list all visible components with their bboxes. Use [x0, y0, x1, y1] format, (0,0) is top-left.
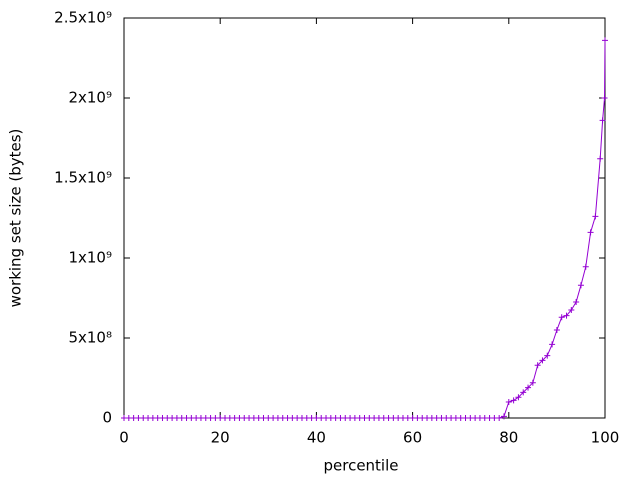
point-marker	[549, 341, 556, 348]
y-tick-label: 0	[102, 409, 112, 427]
point-marker	[510, 397, 517, 404]
point-marker	[582, 263, 589, 270]
point-marker	[525, 384, 532, 391]
point-marker	[602, 37, 608, 44]
y-tick-label: 1x10⁹	[68, 249, 112, 267]
point-marker	[539, 357, 546, 364]
x-tick-label: 0	[119, 429, 129, 447]
point-marker	[568, 307, 575, 313]
x-tick-label: 20	[211, 429, 230, 447]
point-marker	[558, 314, 565, 321]
point-marker	[587, 229, 594, 236]
point-marker	[544, 352, 551, 359]
point-marker	[529, 379, 536, 386]
point-marker	[534, 362, 541, 369]
point-marker	[496, 415, 503, 421]
y-tick-label: 2x10⁹	[68, 89, 112, 107]
x-tick-label: 80	[499, 429, 518, 447]
x-tick-label: 60	[403, 429, 422, 447]
data-line	[124, 40, 606, 419]
x-axis-label: percentile	[323, 457, 398, 475]
point-marker	[592, 213, 599, 220]
point-marker	[520, 389, 527, 396]
point-marker	[505, 399, 512, 405]
point-marker	[573, 299, 580, 305]
point-marker	[597, 155, 604, 162]
point-marker	[599, 117, 606, 124]
point-marker	[553, 327, 560, 333]
y-tick-label: 1.5x10⁹	[54, 169, 112, 187]
point-marker	[601, 95, 608, 101]
point-marker	[563, 312, 570, 319]
point-marker	[577, 282, 584, 289]
y-tick-label: 5x10⁸	[68, 329, 112, 347]
y-tick-label: 2.5x10⁹	[54, 9, 112, 27]
x-tick-label: 40	[307, 429, 326, 447]
x-tick-label: 100	[591, 429, 620, 447]
point-marker	[500, 413, 507, 420]
y-axis-label: working set size (bytes)	[7, 129, 25, 308]
plot-frame	[123, 17, 606, 419]
point-marker	[515, 394, 522, 401]
